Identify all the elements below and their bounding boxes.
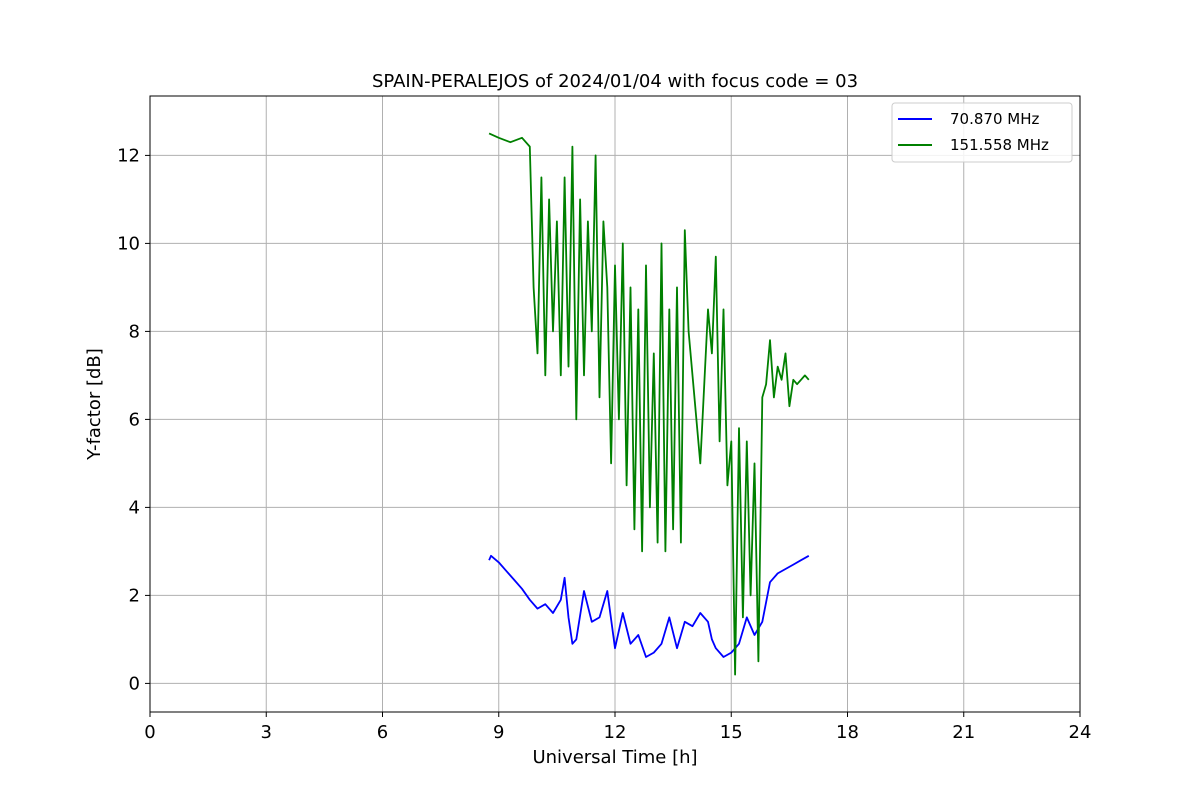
y-axis-label: Y-factor [dB]	[84, 348, 105, 461]
x-tick-label: 3	[261, 722, 272, 743]
legend: 70.870 MHz 151.558 MHz	[891, 102, 1073, 163]
y-tick-label: 4	[129, 497, 140, 518]
series-line-2	[488, 132, 810, 676]
x-tick-label: 9	[493, 722, 504, 743]
x-tick-label: 21	[952, 722, 975, 743]
y-tick-label: 6	[129, 409, 140, 430]
series-line-1	[488, 554, 810, 658]
x-axis-label: Universal Time [h]	[532, 747, 697, 768]
y-tick-label: 8	[129, 321, 140, 342]
legend-label: 70.870 MHz	[950, 110, 1039, 128]
legend-box	[891, 102, 1073, 163]
x-tick-label: 0	[144, 722, 155, 743]
y-tick-label: 12	[117, 145, 140, 166]
y-tick-label: 10	[117, 233, 140, 254]
series-layer	[488, 132, 810, 676]
chart-title: SPAIN-PERALEJOS of 2024/01/04 with focus…	[372, 71, 858, 92]
x-tick-label: 24	[1069, 722, 1092, 743]
x-tick-label: 18	[836, 722, 859, 743]
y-tick-label: 2	[129, 585, 140, 606]
y-tick-label: 0	[129, 673, 140, 694]
x-tick-label: 6	[377, 722, 388, 743]
x-tick-label: 15	[720, 722, 743, 743]
legend-label: 151.558 MHz	[950, 136, 1049, 154]
x-tick-label: 12	[604, 722, 627, 743]
